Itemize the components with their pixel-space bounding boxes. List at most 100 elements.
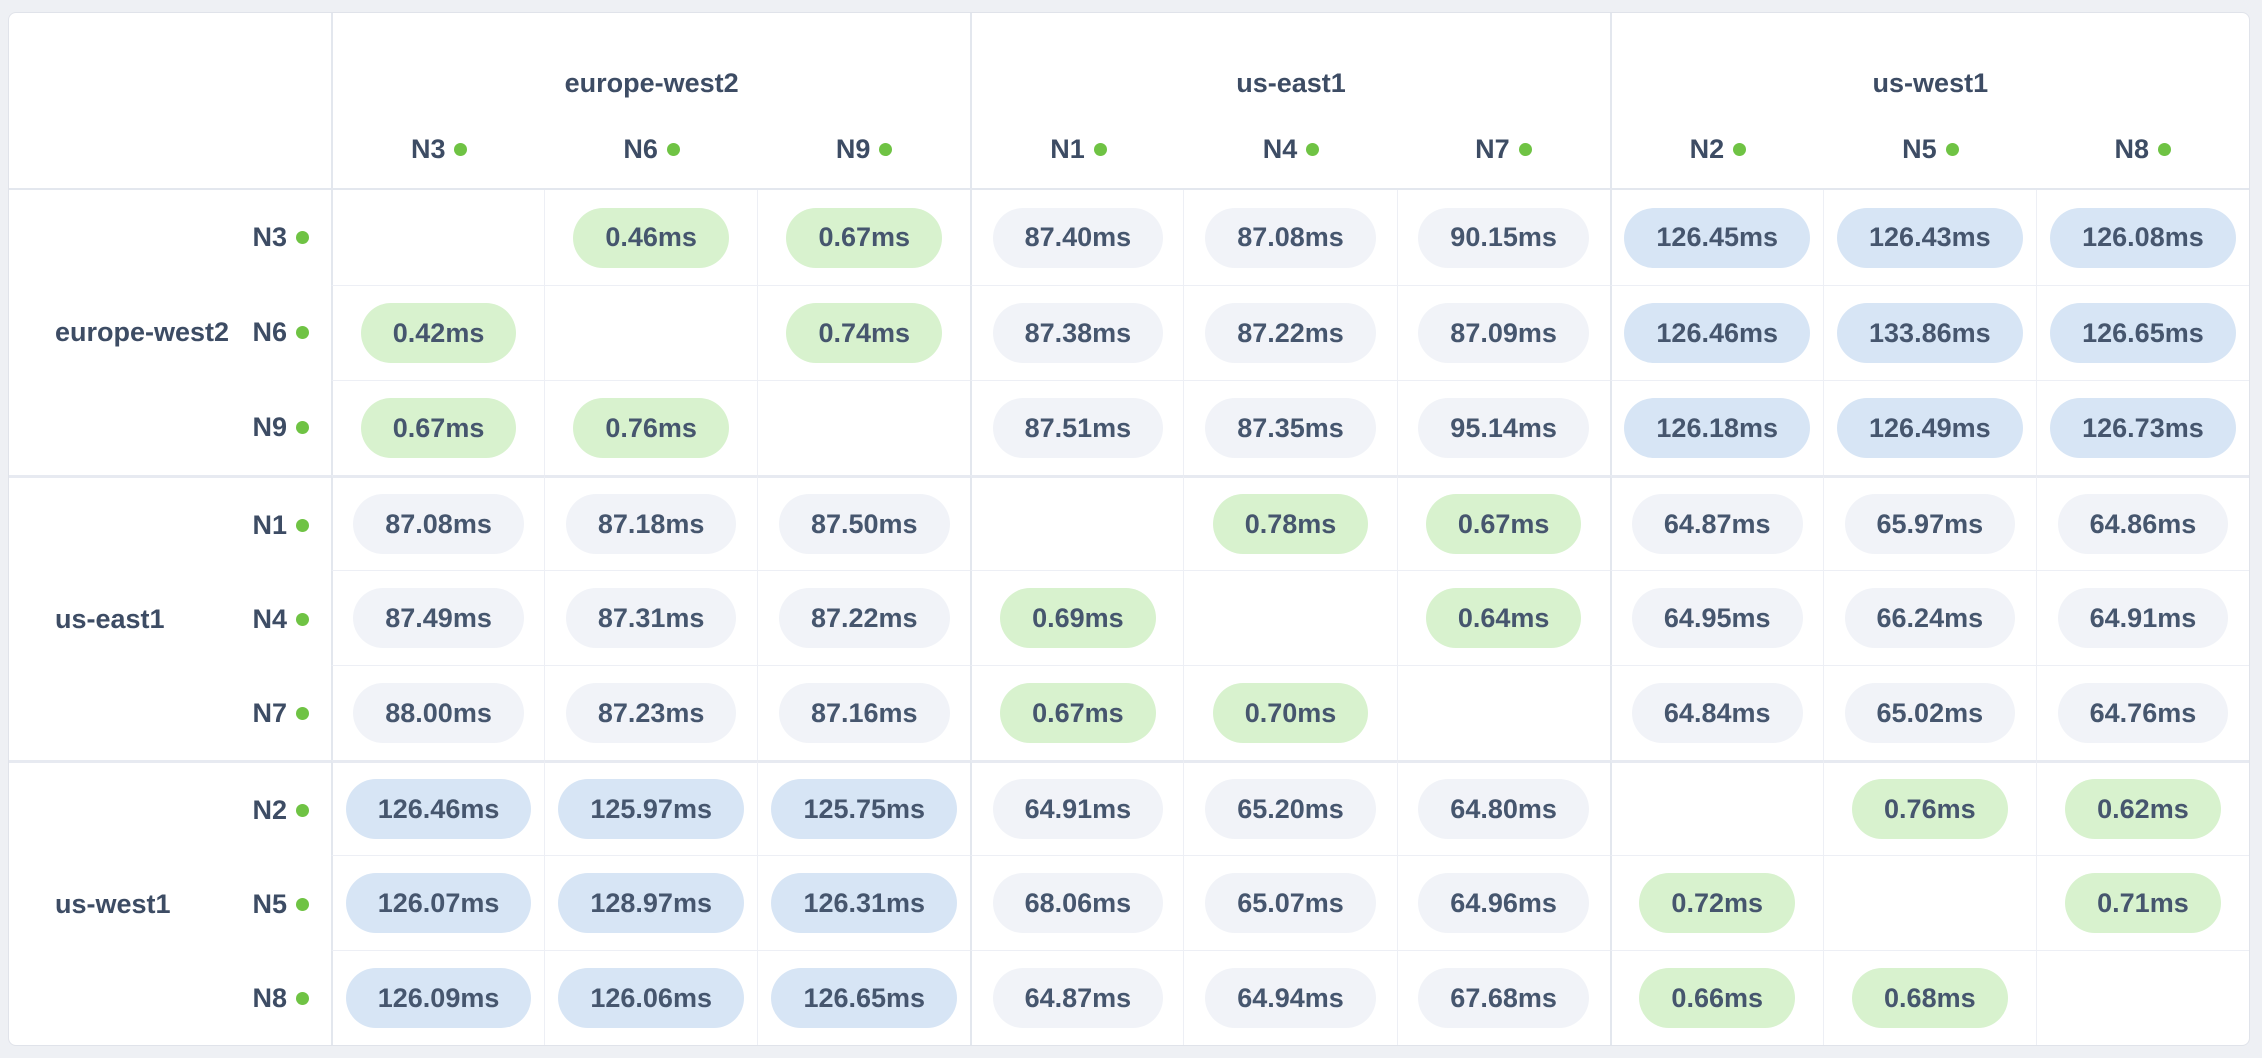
latency-value-pill: 126.43ms (1837, 207, 2023, 268)
node-label: N5 (252, 888, 287, 919)
latency-cell: 126.65ms (757, 950, 971, 1045)
latency-cell: 87.49ms (331, 570, 545, 665)
latency-value-pill: 64.91ms (2057, 588, 2229, 648)
status-dot-icon (1518, 142, 1532, 156)
latency-cell: 65.07ms (1183, 855, 1397, 950)
latency-value-pill: 126.49ms (1837, 398, 2023, 458)
latency-value-pill: 133.86ms (1837, 303, 2023, 363)
node-column-header: N2 (1612, 120, 1824, 178)
latency-cell: 64.94ms (1183, 950, 1397, 1045)
latency-cell: 64.76ms (2035, 665, 2249, 760)
latency-value-pill: 0.69ms (1000, 588, 1156, 648)
latency-cell: 65.97ms (1822, 475, 2036, 570)
latency-cell: 0.76ms (544, 380, 758, 475)
latency-value-pill: 87.18ms (565, 494, 737, 554)
latency-cell: 125.97ms (544, 760, 758, 855)
latency-value-pill: 64.87ms (1631, 494, 1803, 554)
latency-cell: 64.86ms (2035, 475, 2249, 570)
latency-cell: 126.09ms (331, 950, 545, 1045)
latency-cell: 88.00ms (331, 665, 545, 760)
node-column-header: N6 (545, 120, 757, 178)
node-row-header: N6 (229, 285, 331, 380)
self-latency-cell (1396, 665, 1610, 760)
node-row-headers: N3 N6 N9 (229, 190, 331, 475)
latency-value-pill: 126.65ms (2050, 303, 2236, 363)
latency-cell: 126.06ms (544, 950, 758, 1045)
latency-value-pill: 87.51ms (992, 398, 1164, 458)
latency-cell: 87.23ms (544, 665, 758, 760)
latency-value-pill: 64.86ms (2057, 494, 2229, 554)
node-row-header: N4 (171, 572, 331, 666)
latency-value-pill: 87.22ms (778, 588, 950, 648)
region-title: us-west1 (1872, 68, 1989, 98)
node-label: N2 (252, 794, 287, 825)
latency-cell: 0.70ms (1183, 665, 1397, 760)
node-label: N5 (1902, 133, 1937, 164)
latency-cell: 87.50ms (757, 475, 971, 570)
region-title: us-east1 (1236, 68, 1346, 98)
latency-cell: 87.09ms (1396, 285, 1610, 380)
status-dot-icon (296, 612, 309, 626)
latency-value-pill: 126.09ms (345, 968, 532, 1028)
latency-value-pill: 64.95ms (1631, 588, 1803, 648)
status-dot-icon (1093, 142, 1107, 156)
region-column-header-us-west1: us-west1 N2 N5 N8 (1609, 13, 2249, 190)
latency-value-pill: 126.45ms (1624, 207, 1811, 268)
latency-cell: 87.22ms (1183, 285, 1397, 380)
latency-cell: 87.16ms (757, 665, 971, 760)
latency-cell: 0.76ms (1822, 760, 2036, 855)
latency-value-pill: 0.71ms (2065, 873, 2221, 933)
latency-value-pill: 0.76ms (1852, 779, 2008, 839)
matrix-corner-spacer (9, 13, 331, 190)
latency-value-pill: 0.70ms (1212, 683, 1369, 743)
latency-value-pill: 0.78ms (1212, 494, 1369, 554)
latency-cell: 65.02ms (1822, 665, 2036, 760)
latency-value-pill: 126.46ms (345, 779, 532, 839)
latency-cell: 126.31ms (757, 855, 971, 950)
node-label: N6 (252, 317, 287, 347)
latency-value-pill: 0.68ms (1852, 968, 2008, 1028)
latency-cell: 87.38ms (970, 285, 1184, 380)
region-title: europe-west2 (564, 68, 739, 98)
latency-cell: 126.45ms (1609, 190, 1823, 285)
node-column-headers: N1 N4 N7 (972, 120, 1609, 178)
latency-value-pill: 126.65ms (771, 968, 958, 1028)
self-latency-cell (970, 475, 1184, 570)
latency-value-pill: 0.67ms (786, 207, 943, 268)
status-dot-icon (296, 803, 309, 817)
node-row-header: N5 (171, 857, 331, 951)
latency-cell: 87.40ms (970, 190, 1183, 285)
latency-cell: 64.87ms (970, 950, 1184, 1045)
latency-cell: 0.67ms (757, 190, 970, 285)
status-dot-icon (296, 326, 309, 339)
latency-value-pill: 87.50ms (778, 494, 950, 554)
latency-cell: 133.86ms (1822, 285, 2036, 380)
node-column-header: N7 (1397, 120, 1609, 178)
latency-value-pill: 87.38ms (992, 303, 1164, 363)
node-row-header: N1 (171, 478, 331, 572)
latency-value-pill: 64.80ms (1418, 779, 1589, 839)
latency-value-pill: 0.66ms (1639, 968, 1795, 1028)
node-row-header: N8 (171, 951, 331, 1045)
region-title: us-west1 (55, 888, 171, 919)
latency-value-pill: 64.84ms (1631, 683, 1803, 743)
latency-cell: 0.42ms (331, 285, 545, 380)
latency-value-pill: 0.67ms (1425, 494, 1582, 554)
latency-cell: 0.66ms (1609, 950, 1823, 1045)
latency-value-pill: 128.97ms (558, 873, 744, 933)
status-dot-icon (296, 231, 309, 244)
latency-value-pill: 126.31ms (771, 873, 958, 933)
status-dot-icon (296, 421, 309, 434)
region-title: europe-west2 (55, 317, 230, 347)
node-row-headers: N1 N4 N7 (171, 478, 331, 760)
node-column-header: N8 (2037, 120, 2249, 178)
latency-cell: 87.08ms (331, 475, 545, 570)
latency-value-pill: 87.22ms (1205, 303, 1376, 363)
latency-cell: 126.46ms (1609, 285, 1823, 380)
latency-value-pill: 65.20ms (1205, 779, 1376, 839)
node-label: N4 (1262, 133, 1298, 164)
latency-value-pill: 95.14ms (1418, 398, 1589, 458)
region-row-header-us-west1: us-west1 N2 N5 N8 (9, 760, 331, 1045)
latency-value-pill: 125.75ms (771, 779, 958, 839)
node-row-header: N3 (229, 190, 331, 285)
